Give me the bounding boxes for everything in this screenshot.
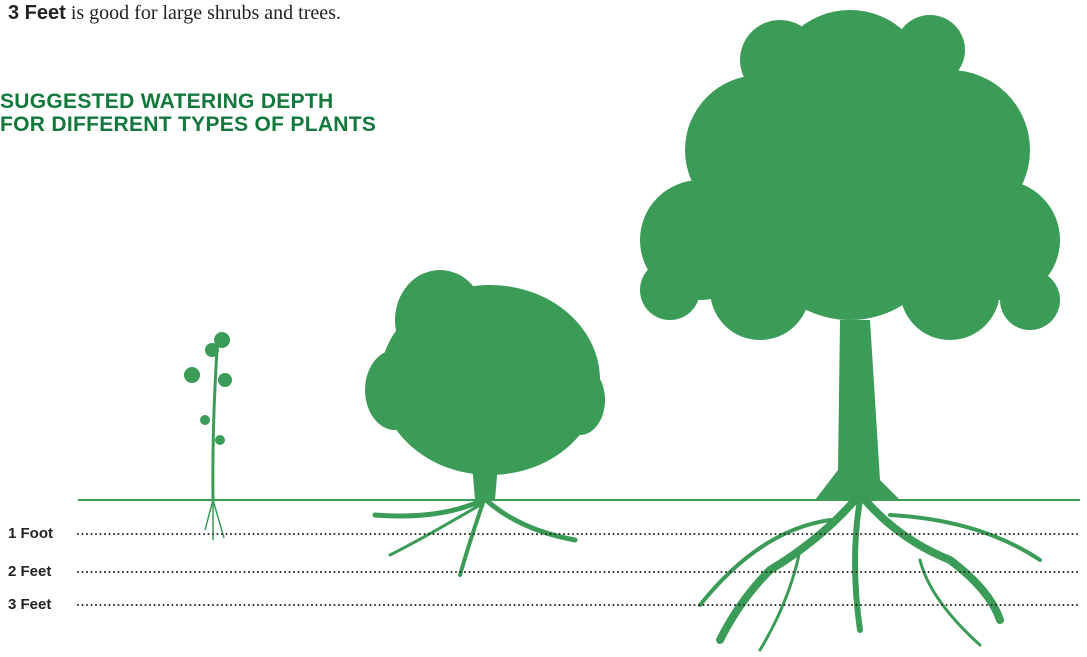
- illustration: [0, 0, 1087, 657]
- flower: [184, 332, 232, 540]
- depth-lines: [78, 534, 1080, 605]
- page: 3 Feetis good for large shrubs and trees…: [0, 0, 1087, 657]
- shrub-roots: [375, 500, 575, 575]
- tree: [640, 10, 1060, 500]
- shrub: [365, 270, 605, 500]
- tree-roots: [700, 500, 1040, 650]
